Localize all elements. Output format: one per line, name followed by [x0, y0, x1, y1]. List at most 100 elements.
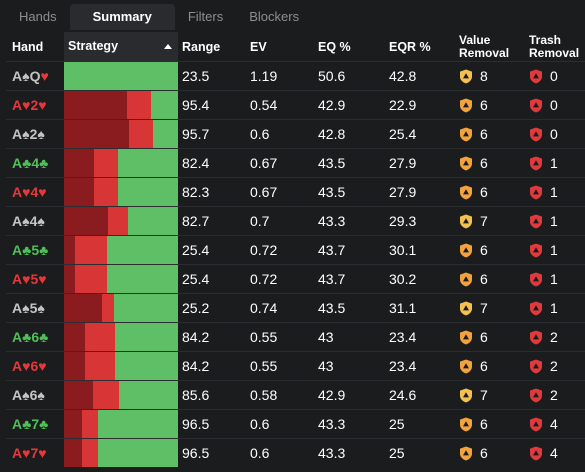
hand-glyph: ♠: [37, 126, 45, 142]
eqr-cell: 29.3: [389, 213, 417, 229]
trash-shield-icon: [530, 301, 542, 315]
tab-filters[interactable]: Filters: [187, 9, 224, 24]
value-removal-value: 6: [480, 329, 488, 345]
tab-summary[interactable]: Summary: [69, 4, 175, 30]
table-row[interactable]: A♥5♥ 25.4 0.72 43.7 30.2 6 1: [6, 264, 585, 293]
column-header-range[interactable]: Range: [182, 39, 221, 54]
hand-glyph: ♣: [39, 155, 49, 171]
eqr-cell: 25: [389, 416, 405, 432]
strategy-segment-check: [98, 439, 178, 467]
hand-glyph: A: [12, 387, 23, 403]
strategy-segment-bet-small: [84, 323, 116, 351]
table-row[interactable]: A♣6♣ 84.2 0.55 43 23.4 6 2: [6, 322, 585, 351]
table-row[interactable]: A♠Q♥ 23.5 1.19 50.6 42.8 8 0: [6, 61, 585, 90]
value-removal-cell: 6: [455, 445, 525, 461]
hand-glyph: ♠: [22, 300, 30, 316]
hand-glyph: 7: [31, 416, 40, 432]
hand-glyph: A: [12, 329, 23, 345]
value-removal-cell: 6: [455, 271, 525, 287]
eqr-cell: 30.2: [389, 271, 417, 287]
hand-glyph: A: [12, 213, 23, 229]
table-row[interactable]: A♣4♣ 82.4 0.67 43.5 27.9 6 1: [6, 148, 585, 177]
table-row[interactable]: A♥4♥ 82.3 0.67 43.5 27.9 6 1: [6, 177, 585, 206]
hand-cell: A♥5♥: [6, 271, 64, 287]
table-row[interactable]: A♠6♠ 85.6 0.58 42.9 24.6 7 2: [6, 380, 585, 409]
ev-cell: 0.74: [250, 300, 278, 316]
column-header-strategy[interactable]: Strategy: [64, 32, 178, 61]
eqr-cell: 25: [389, 445, 405, 461]
hand-glyph: ♣: [39, 329, 49, 345]
hand-glyph: 2: [29, 126, 38, 142]
hand-glyph: ♠: [22, 68, 30, 84]
column-header-trash-removal[interactable]: Trash Removal: [525, 33, 585, 60]
eqr-cell: 31.1: [389, 300, 417, 316]
strategy-bar: [64, 294, 178, 322]
table-row[interactable]: A♥6♥ 84.2 0.55 43 23.4 6 2: [6, 351, 585, 380]
strategy-segment-check: [107, 236, 178, 264]
strategy-segment-check: [152, 120, 178, 148]
ev-cell: 0.55: [250, 329, 278, 345]
range-cell: 84.2: [182, 329, 210, 345]
column-header-eq[interactable]: EQ %: [318, 39, 351, 54]
range-cell: 82.7: [182, 213, 210, 229]
table-row[interactable]: A♣7♣ 96.5 0.6 43.3 25 6 4: [6, 409, 585, 438]
column-header-value-removal-line1: Value: [459, 32, 491, 47]
trash-removal-value: 1: [550, 155, 558, 171]
strategy-bar: [64, 91, 178, 119]
table-row[interactable]: A♠5♠ 25.2 0.74 43.5 31.1 7 1: [6, 293, 585, 322]
column-header-value-removal[interactable]: Value Removal: [455, 32, 525, 60]
strategy-segment-bet-big: [64, 352, 85, 380]
column-header-eqr[interactable]: EQR %: [389, 39, 431, 54]
hand-glyph: A: [12, 300, 23, 316]
value-removal-cell: 7: [455, 387, 525, 403]
tab-hands[interactable]: Hands: [19, 9, 57, 24]
trash-removal-value: 1: [550, 213, 558, 229]
range-cell: 85.6: [182, 387, 210, 403]
eqr-cell: 24.6: [389, 387, 417, 403]
value-removal-cell: 6: [455, 242, 525, 258]
hand-glyph: ♠: [37, 387, 45, 403]
trash-shield-icon: [530, 127, 542, 141]
hand-glyph: ♣: [39, 242, 49, 258]
hand-cell: A♣7♣: [6, 416, 64, 432]
ev-cell: 0.6: [250, 416, 270, 432]
table-row[interactable]: A♥7♥ 96.5 0.6 43.3 25 6 4: [6, 438, 585, 467]
table-row[interactable]: A♠4♠ 82.7 0.7 43.3 29.3 7 1: [6, 206, 585, 235]
hand-cell: A♣6♣: [6, 329, 64, 345]
strategy-bar: [64, 149, 178, 177]
table-row[interactable]: A♥2♥ 95.4 0.54 42.9 22.9 6 0: [6, 90, 585, 119]
trash-shield-icon: [530, 185, 542, 199]
hand-glyph: A: [12, 97, 23, 113]
strategy-segment-bet-small: [82, 410, 99, 438]
eq-cell: 42.9: [318, 97, 346, 113]
strategy-segment-bet-big: [64, 207, 109, 235]
hand-glyph: 4: [29, 213, 38, 229]
hand-glyph: A: [12, 126, 23, 142]
hand-glyph: ♣: [22, 416, 32, 432]
value-shield-icon: [460, 214, 472, 228]
value-shield-icon: [460, 127, 472, 141]
ev-cell: 0.58: [250, 387, 278, 403]
hand-cell: A♣5♣: [6, 242, 64, 258]
table-row[interactable]: A♣5♣ 25.4 0.72 43.7 30.1 6 1: [6, 235, 585, 264]
strategy-segment-check: [64, 62, 178, 90]
strategy-bar: [64, 265, 178, 293]
value-shield-icon: [460, 301, 472, 315]
trash-shield-icon: [530, 272, 542, 286]
trash-removal-cell: 1: [525, 271, 585, 287]
eqr-cell: 23.4: [389, 329, 417, 345]
column-header-ev[interactable]: EV: [250, 39, 267, 54]
tab-blockers[interactable]: Blockers: [249, 9, 300, 24]
value-removal-value: 6: [480, 97, 488, 113]
strategy-segment-check: [114, 294, 178, 322]
eq-cell: 42.8: [318, 126, 346, 142]
eqr-cell: 27.9: [389, 184, 417, 200]
hand-glyph: ♥: [22, 358, 31, 374]
column-header-hand[interactable]: Hand: [12, 39, 44, 54]
range-cell: 25.2: [182, 300, 210, 316]
hand-glyph: Q: [29, 68, 41, 84]
trash-removal-cell: 4: [525, 445, 585, 461]
table-row[interactable]: A♠2♠ 95.7 0.6 42.8 25.4 6 0: [6, 119, 585, 148]
eqr-cell: 22.9: [389, 97, 417, 113]
value-removal-cell: 6: [455, 97, 525, 113]
